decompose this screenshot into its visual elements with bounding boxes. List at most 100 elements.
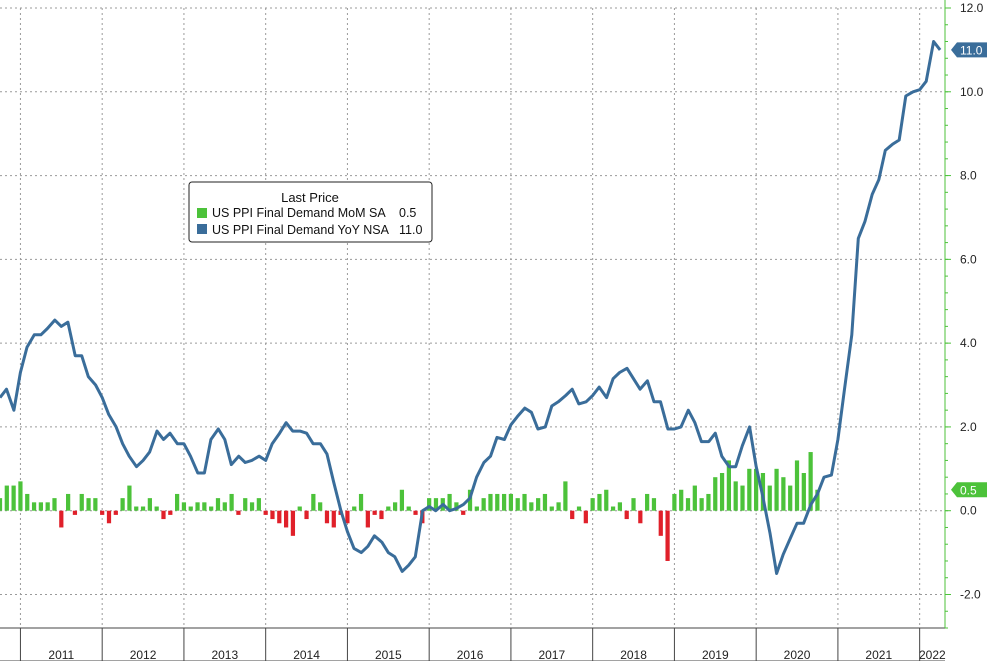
mom-bar <box>645 493 650 511</box>
x-tick-label: 2019 <box>702 648 729 661</box>
mom-bar <box>495 493 500 511</box>
mom-bar <box>38 502 43 511</box>
mom-bar <box>195 502 200 511</box>
legend-title: Last Price <box>281 190 339 205</box>
mom-bar <box>536 498 541 511</box>
mom-bar <box>386 506 391 511</box>
mom-bar <box>154 506 159 511</box>
mom-bar <box>72 510 78 515</box>
mom-bar <box>515 498 520 511</box>
mom-bar <box>161 510 166 520</box>
mom-bar <box>692 485 697 511</box>
mom-bar <box>25 493 30 511</box>
mom-bar <box>100 510 105 515</box>
mom-bar <box>726 460 731 511</box>
mom-bar <box>781 477 786 511</box>
mom-bar <box>413 510 418 515</box>
mom-bar <box>719 473 725 511</box>
mom-bar <box>256 498 261 511</box>
mom-bar <box>597 493 602 511</box>
mom-bar <box>113 510 118 515</box>
mom-bar <box>576 506 582 511</box>
mom-bar <box>120 498 125 511</box>
y-tick-label: -2.0 <box>960 587 981 601</box>
mom-bar <box>372 510 377 515</box>
mom-bar <box>754 468 759 511</box>
mom-bar <box>134 506 139 511</box>
mom-bar <box>651 498 657 511</box>
x-tick-label: 2011 <box>48 648 74 661</box>
y-tick-label: 0.0 <box>960 504 977 518</box>
mom-bar <box>488 493 493 511</box>
y-tick-label: 12.0 <box>960 1 984 15</box>
mom-bar <box>0 498 3 511</box>
mom-bar <box>740 485 745 511</box>
y-axis: 12.0 10.0 8.0 6.0 4.0 2.0 0.0 -2.0 <box>944 0 984 629</box>
yoy-line-group <box>0 40 942 575</box>
mom-bar <box>624 510 629 520</box>
mom-bar <box>392 502 398 511</box>
mom-bar <box>433 498 439 511</box>
mom-bar <box>229 493 234 511</box>
mom-bar <box>590 498 595 511</box>
mom-bar <box>508 493 514 511</box>
last-value-badge <box>951 482 987 498</box>
x-tick-label: 2012 <box>130 648 157 661</box>
mom-bar <box>52 498 57 511</box>
last-value-badge <box>951 42 987 58</box>
mom-bar <box>570 510 575 520</box>
mom-bar <box>358 493 364 511</box>
mom-bar <box>249 502 255 511</box>
mom-bar <box>706 493 711 511</box>
mom-bar <box>815 489 820 511</box>
mom-bar <box>461 510 466 515</box>
mom-bar <box>556 502 561 511</box>
mom-bar <box>59 510 64 528</box>
mom-bar <box>127 485 132 511</box>
y-tick-label: 6.0 <box>960 252 977 266</box>
mom-bar <box>352 506 357 511</box>
mom-bar <box>747 468 752 511</box>
mom-bar <box>311 493 316 511</box>
mom-bar <box>617 502 623 511</box>
mom-bar <box>324 510 330 524</box>
y-tick-label: 4.0 <box>960 336 977 350</box>
mom-bar <box>774 468 779 511</box>
x-tick-label: 2020 <box>784 648 811 661</box>
mom-bar <box>270 510 275 520</box>
mom-bar <box>86 498 91 511</box>
mom-bar <box>277 510 282 524</box>
mom-bar <box>188 506 193 511</box>
mom-bar <box>583 510 588 524</box>
mom-bar <box>631 498 636 511</box>
mom-bar <box>140 506 146 511</box>
mom-bar <box>318 502 323 511</box>
legend-value-yoy: 11.0 <box>399 223 422 237</box>
mom-bar <box>658 510 663 536</box>
x-tick-label: 2021 <box>865 648 892 661</box>
mom-bar <box>767 485 772 511</box>
mom-bar <box>679 489 684 511</box>
mom-bar <box>529 502 534 511</box>
x-tick-label: 2022 <box>919 648 946 661</box>
mom-bar <box>168 510 173 515</box>
mom-bar <box>481 498 486 511</box>
mom-bar <box>454 502 459 511</box>
mom-bar <box>427 498 432 511</box>
mom-bar <box>215 498 221 511</box>
legend-label-yoy: US PPI Final Demand YoY NSA <box>212 223 390 237</box>
mom-bar <box>222 502 227 511</box>
mom-bar <box>45 502 50 511</box>
mom-bar <box>175 493 180 511</box>
mom-bar <box>794 460 800 511</box>
legend-box <box>188 181 433 243</box>
mom-bar <box>713 477 718 511</box>
mom-bar <box>379 510 384 520</box>
mom-bar <box>11 485 16 511</box>
mom-bar <box>808 452 813 511</box>
y-tick-label: 8.0 <box>960 169 977 183</box>
mom-bar <box>501 493 507 511</box>
mom-bar <box>31 502 37 511</box>
mom-bar <box>733 481 738 511</box>
mom-bar <box>788 485 793 511</box>
